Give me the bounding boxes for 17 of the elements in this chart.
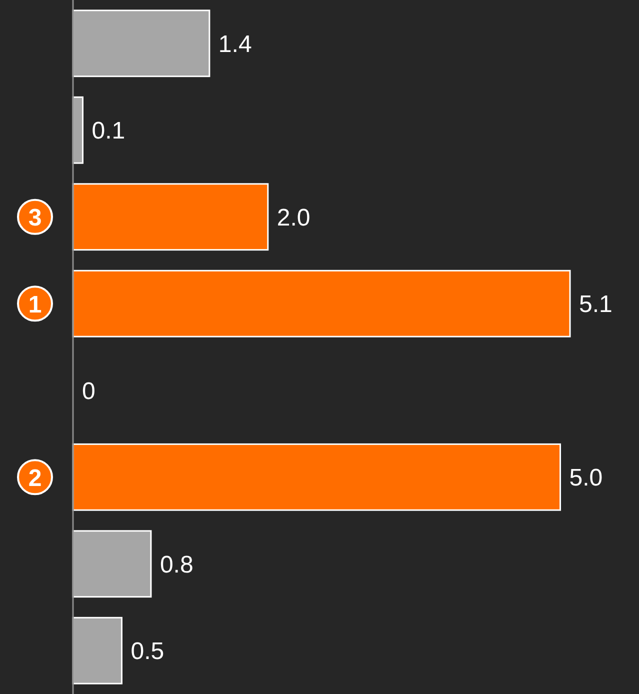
y-tick-label: 1 bbox=[28, 291, 42, 318]
data-label: 0.5 bbox=[130, 638, 164, 666]
bar bbox=[72, 10, 210, 78]
bar bbox=[72, 443, 562, 511]
data-label: 5.1 bbox=[579, 291, 612, 318]
data-label: 0 bbox=[82, 378, 96, 405]
bar bbox=[72, 530, 152, 598]
data-label: 2.0 bbox=[276, 204, 310, 232]
bar bbox=[72, 183, 269, 251]
bar bbox=[72, 616, 122, 684]
bar bbox=[72, 270, 571, 338]
data-label: 1.4 bbox=[218, 30, 252, 58]
data-label: 0.8 bbox=[160, 551, 194, 578]
y-tick-label: 3 bbox=[28, 204, 42, 232]
data-label: 5.0 bbox=[569, 464, 603, 492]
data-label: 0.1 bbox=[92, 118, 126, 145]
y-tick-label: 2 bbox=[28, 464, 42, 492]
